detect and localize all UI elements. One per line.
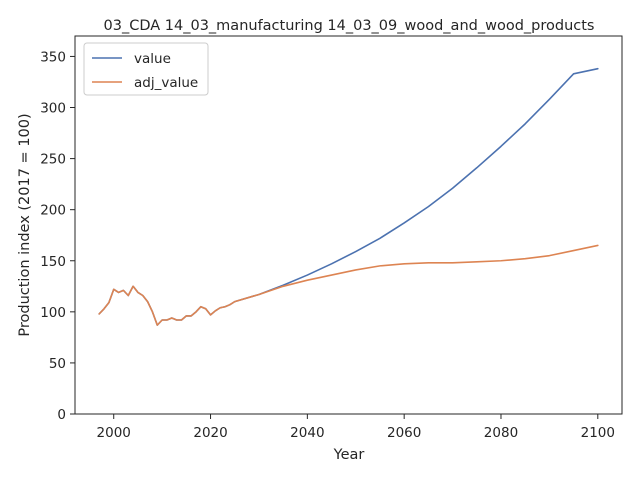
x-tick-label: 2100: [581, 425, 615, 441]
x-tick-label: 2000: [97, 425, 131, 441]
x-tick-label: 2080: [484, 425, 518, 441]
legend: value adj_value: [83, 42, 209, 96]
y-tick-label: 50: [49, 356, 66, 372]
x-axis: 2000 2020 2040 2060 2080 2100: [97, 414, 615, 441]
y-tick-label: 300: [40, 101, 66, 117]
y-tick-label: 0: [57, 407, 66, 423]
y-axis: 0 50 100 150 200 250 300 350: [40, 49, 75, 423]
x-tick-label: 2020: [193, 425, 227, 441]
y-axis-title: Production index (2017 = 100): [17, 113, 33, 336]
y-tick-label: 350: [40, 49, 66, 65]
y-tick-label: 100: [40, 305, 66, 321]
plot-frame: [74, 35, 623, 415]
legend-label-value: value: [134, 51, 171, 67]
x-axis-title: Year: [333, 447, 365, 463]
x-tick-label: 2060: [387, 425, 421, 441]
x-tick-label: 2040: [290, 425, 324, 441]
chart-title: 03_CDA 14_03_manufacturing 14_03_09_wood…: [104, 18, 595, 34]
series-line-value: [98, 67, 599, 326]
y-tick-label: 150: [40, 254, 66, 270]
plot-lines: [98, 67, 599, 326]
y-tick-label: 250: [40, 152, 66, 168]
legend-label-adj-value: adj_value: [134, 75, 198, 91]
y-tick-label: 200: [40, 203, 66, 219]
series-line-adj-value: [98, 244, 599, 326]
